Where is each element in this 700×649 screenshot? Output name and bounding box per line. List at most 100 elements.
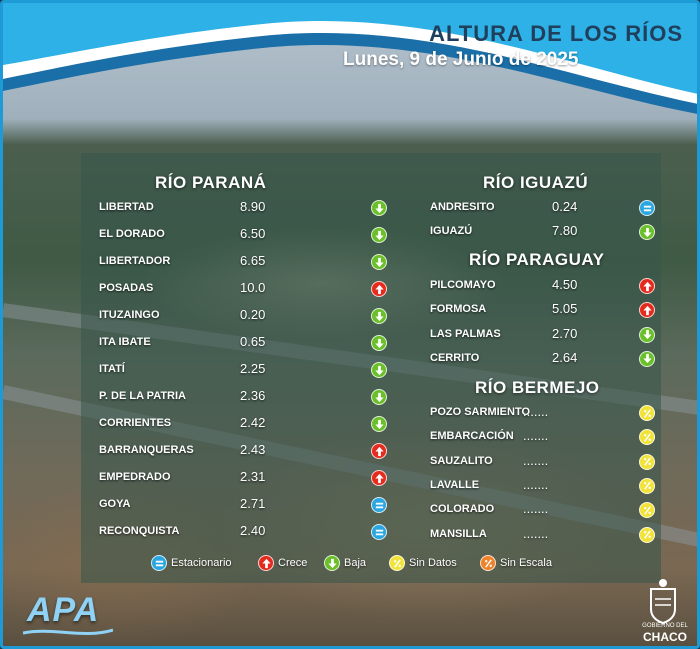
legend-label: Sin Datos	[409, 557, 457, 569]
station-row: CORRIENTES 2.42	[99, 415, 389, 433]
station-row: SAUZALITO.......	[430, 453, 657, 471]
station-name: LAS PALMAS	[430, 327, 501, 340]
station-name: LIBERTADOR	[99, 255, 171, 267]
no-data-icon	[389, 555, 405, 571]
no-scale-icon	[480, 555, 496, 571]
arrow-down-icon	[639, 326, 655, 343]
arrow-down-icon	[371, 200, 387, 216]
station-row: LAVALLE.......	[430, 477, 657, 495]
station-value: 8.90	[240, 199, 266, 214]
station-value: 2.40	[240, 523, 266, 538]
no-data-icon	[639, 453, 655, 470]
section-title-bermejo: RÍO BERMEJO	[475, 378, 600, 397]
station-value: 5.05	[552, 301, 578, 317]
station-value: 2.42	[240, 415, 266, 430]
legend-label: Sin Escala	[500, 557, 552, 569]
equals-icon	[639, 200, 655, 216]
station-value: 2.71	[240, 496, 266, 511]
chaco-shield-icon	[650, 579, 676, 625]
station-row: LIBERTADOR 6.65	[99, 253, 389, 271]
arrow-down-icon	[371, 389, 387, 405]
chaco-logo-caption: GOBIERNO DEL	[642, 623, 688, 629]
equals-icon	[151, 555, 167, 571]
station-value: .......	[523, 525, 549, 541]
arrow-up-icon	[639, 302, 655, 319]
station-value: 6.65	[240, 253, 266, 268]
station-name: GOYA	[99, 498, 131, 510]
station-value: 2.36	[240, 388, 266, 403]
arrow-down-icon	[371, 227, 387, 243]
station-row: BARRANQUERAS 2.43	[99, 442, 389, 460]
station-name: EMBARCACIÓN	[430, 430, 514, 443]
station-value: 2.25	[240, 361, 266, 376]
arrow-up-icon	[371, 281, 387, 297]
apa-logo-swoosh	[23, 628, 113, 635]
station-name: POZO SARMIENTO	[430, 406, 531, 418]
station-name: SAUZALITO	[430, 454, 493, 467]
station-row: LIBERTAD 8.90	[99, 199, 389, 217]
station-row: POSADAS 10.0	[99, 280, 389, 298]
station-name: PILCOMAYO	[430, 279, 496, 291]
arrow-down-icon	[324, 555, 340, 571]
station-row: ITUZAINGO 0.20	[99, 307, 389, 325]
no-data-icon	[639, 405, 655, 421]
station-row: EL DORADO 6.50	[99, 226, 389, 244]
apa-logo: APA	[27, 591, 100, 629]
page-title: ALTURA DE LOS RÍOS	[429, 21, 683, 46]
station-value: .......	[523, 501, 549, 517]
station-name: BARRANQUERAS	[99, 444, 194, 456]
arrow-down-icon	[639, 350, 655, 367]
station-name: ITUZAINGO	[99, 309, 160, 321]
header-wave	[3, 3, 697, 114]
station-row: LAS PALMAS 2.70	[430, 326, 657, 344]
station-name: EMPEDRADO	[99, 471, 171, 483]
station-row: MANSILLA.......	[430, 526, 657, 544]
station-row: P. DE LA PATRIA 2.36	[99, 388, 389, 406]
section-title-iguazu: RÍO IGUAZÚ	[483, 173, 589, 192]
station-value: 0.20	[240, 307, 266, 322]
station-name: CORRIENTES	[99, 417, 172, 429]
no-data-icon	[639, 477, 655, 494]
arrow-down-icon	[371, 362, 387, 378]
station-row: GOYA 2.71	[99, 496, 389, 514]
station-row: POZO SARMIENTO.......	[430, 404, 657, 422]
station-name: FORMOSA	[430, 303, 487, 316]
station-value: 7.80	[552, 223, 578, 238]
station-value: 2.70	[552, 325, 578, 341]
station-name: RECONQUISTA	[99, 525, 180, 537]
no-data-icon	[639, 429, 655, 446]
station-name: P. DE LA PATRIA	[99, 390, 186, 402]
station-value: 0.24	[552, 199, 578, 214]
arrow-up-icon	[371, 443, 387, 459]
station-value: .......	[523, 452, 549, 468]
arrow-down-icon	[639, 224, 655, 240]
chaco-logo-name: CHACO	[643, 630, 687, 644]
section-title-parana: RÍO PARANÁ	[155, 173, 267, 192]
station-name: LIBERTAD	[99, 201, 154, 213]
arrow-up-icon	[258, 555, 274, 571]
station-row: ITA IBATE 0.65	[99, 334, 389, 352]
station-row: ANDRESITO 0.24	[430, 199, 657, 217]
station-row: IGUAZÚ 7.80	[430, 223, 657, 241]
station-name: MANSILLA	[430, 527, 487, 540]
arrow-down-icon	[371, 416, 387, 432]
station-row: CERRITO 2.64	[430, 350, 657, 368]
station-row: FORMOSA 5.05	[430, 301, 657, 319]
arrow-up-icon	[639, 278, 655, 294]
legend-label: Estacionario	[171, 557, 232, 569]
arrow-down-icon	[371, 254, 387, 270]
station-row: EMPEDRADO 2.31	[99, 469, 389, 487]
station-value: 6.50	[240, 226, 266, 241]
legend-label: Crece	[278, 557, 308, 569]
no-data-icon	[639, 526, 655, 543]
station-row: PILCOMAYO 4.50	[430, 277, 657, 295]
station-value: 4.50	[552, 277, 578, 292]
station-row: ITATÍ 2.25	[99, 361, 389, 379]
station-name: POSADAS	[99, 282, 154, 294]
station-name: ITATÍ	[99, 363, 125, 375]
no-data-icon	[639, 502, 655, 519]
station-value: .......	[523, 404, 549, 419]
station-name: LAVALLE	[430, 478, 480, 491]
equals-icon	[371, 524, 387, 540]
